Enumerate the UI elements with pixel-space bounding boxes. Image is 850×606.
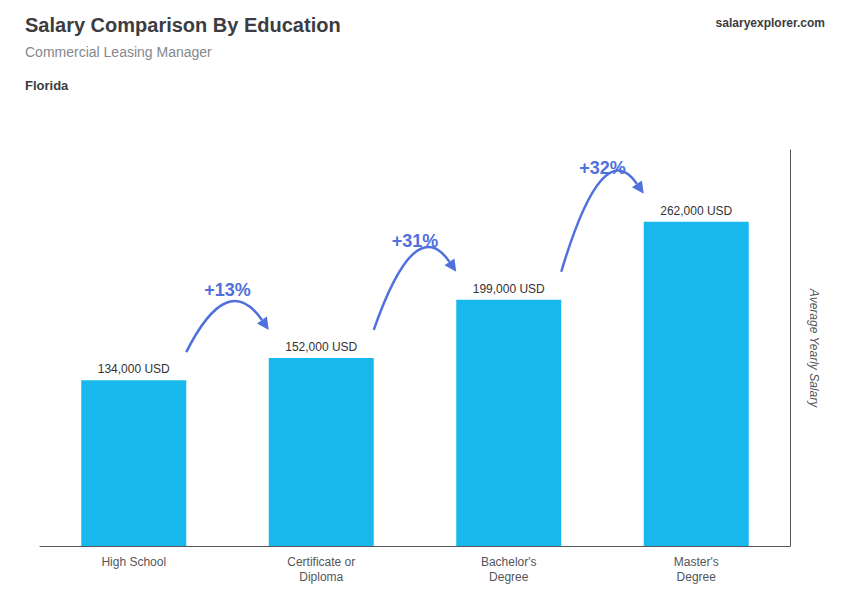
svg-text:199,000 USD: 199,000 USD	[473, 282, 545, 296]
svg-text:134,000 USD: 134,000 USD	[98, 362, 170, 376]
svg-text:salaryexplorer.com: salaryexplorer.com	[716, 16, 825, 30]
svg-text:+32%: +32%	[579, 158, 626, 178]
svg-text:Bachelor's: Bachelor's	[481, 555, 537, 569]
svg-text:152,000 USD: 152,000 USD	[285, 340, 357, 354]
svg-text:Certificate or: Certificate or	[287, 555, 355, 569]
svg-text:262,000 USD: 262,000 USD	[660, 204, 732, 218]
svg-text:Salary Comparison By Education: Salary Comparison By Education	[25, 14, 341, 36]
svg-text:Degree: Degree	[677, 570, 717, 584]
svg-text:Florida: Florida	[25, 78, 69, 93]
svg-text:Diploma: Diploma	[299, 570, 343, 584]
svg-text:+31%: +31%	[392, 231, 439, 251]
svg-text:Average Yearly Salary: Average Yearly Salary	[807, 288, 821, 408]
svg-text:Commercial Leasing Manager: Commercial Leasing Manager	[25, 44, 212, 60]
svg-text:Master's: Master's	[674, 555, 719, 569]
svg-text:Degree: Degree	[489, 570, 529, 584]
svg-text:High School: High School	[101, 555, 166, 569]
svg-text:+13%: +13%	[204, 280, 251, 300]
